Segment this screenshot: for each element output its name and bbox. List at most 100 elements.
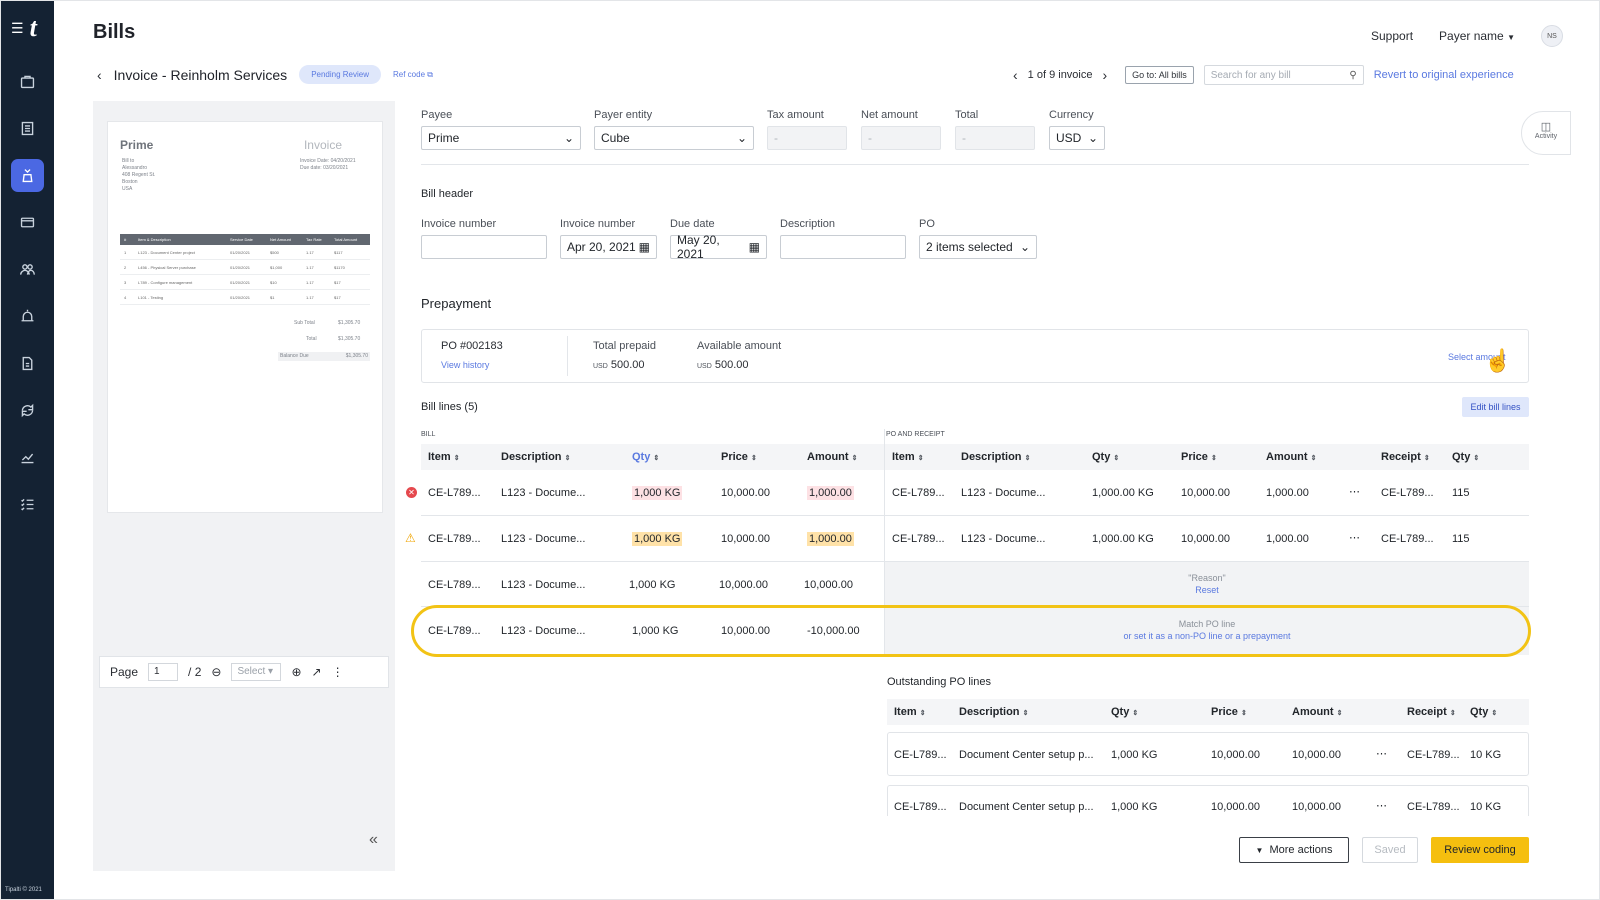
- back-icon[interactable]: ‹: [97, 66, 102, 83]
- col-receipt[interactable]: Receipt ⇕: [1381, 451, 1430, 463]
- total-label: Total: [955, 109, 979, 121]
- payer-dropdown[interactable]: Payer name ▼: [1439, 29, 1515, 43]
- collapse-icon[interactable]: «: [369, 831, 378, 848]
- total-field: -: [955, 126, 1035, 150]
- outstanding-row[interactable]: [887, 732, 1529, 776]
- checklist-icon[interactable]: [11, 488, 44, 521]
- row-qty[interactable]: 1,000 KG: [629, 579, 676, 591]
- reset-link[interactable]: Reset: [1195, 585, 1219, 595]
- alarm-icon[interactable]: [11, 300, 44, 333]
- payee-select[interactable]: Prime ⌄: [421, 126, 581, 150]
- go-to-all-bills-button[interactable]: Go to: All bills: [1125, 66, 1194, 84]
- col-receipt[interactable]: Receipt ⇕: [1407, 706, 1456, 718]
- col-label: Amount: [1266, 451, 1308, 463]
- row-qty[interactable]: 1,000 KG: [632, 625, 679, 637]
- col-price[interactable]: Price ⇕: [721, 451, 757, 463]
- qty-warning: 1,000 KG: [632, 532, 683, 546]
- invoice-nav: ‹ 1 of 9 invoice › Go to: All bills Sear…: [1013, 65, 1514, 85]
- col-receipt-qty[interactable]: Qty ⇕: [1452, 451, 1479, 463]
- po-amount: 1,000.00: [1266, 533, 1309, 545]
- currency-select[interactable]: USD ⌄: [1049, 126, 1105, 150]
- due-date-input[interactable]: May 20, 2021 ▦: [670, 233, 767, 261]
- page-input[interactable]: 1: [148, 663, 179, 681]
- row-more-icon[interactable]: ⋯: [1349, 486, 1360, 498]
- col-item[interactable]: Item ⇕: [428, 451, 460, 463]
- bill-to-line: Alessandro: [122, 165, 148, 171]
- total-prepaid-label: Total prepaid: [593, 340, 656, 352]
- sort-icon: ⇕: [1132, 710, 1139, 717]
- caret-down-icon: ▼: [1507, 33, 1515, 42]
- row-item[interactable]: CE-L789...: [428, 579, 481, 591]
- invoice-date-input[interactable]: Apr 20, 2021 ▦: [560, 235, 657, 259]
- prepayment-title: Prepayment: [421, 296, 492, 311]
- description-input[interactable]: [780, 235, 906, 259]
- col-qty[interactable]: Qty ⇕: [1111, 706, 1138, 718]
- card-icon[interactable]: [11, 206, 44, 239]
- row-more-icon[interactable]: ⋯: [1376, 800, 1387, 812]
- document-icon[interactable]: [11, 112, 44, 145]
- support-link[interactable]: Support: [1371, 29, 1414, 43]
- col-amount[interactable]: Amount ⇕: [807, 451, 857, 463]
- row-price: 10,000.00: [719, 579, 768, 591]
- col-amount[interactable]: Amount ⇕: [1292, 706, 1342, 718]
- due-date-value: May 20, 2021: [677, 233, 720, 261]
- saved-button[interactable]: Saved: [1362, 837, 1418, 863]
- zoom-in-icon[interactable]: ⊕: [291, 665, 302, 679]
- activity-tab[interactable]: ◫ Activity: [1521, 111, 1571, 155]
- zoom-select[interactable]: Select ▾: [231, 663, 282, 681]
- row-description: L123 - Docume...: [501, 579, 586, 591]
- review-coding-button[interactable]: Review coding: [1431, 837, 1529, 863]
- row-item[interactable]: CE-L789...: [428, 533, 481, 545]
- col-qty[interactable]: Qty ⇕: [632, 451, 659, 463]
- col-item[interactable]: Item ⇕: [894, 706, 926, 718]
- menu-icon[interactable]: ☰: [11, 19, 24, 36]
- row-qty[interactable]: 1,000 KG: [632, 532, 683, 546]
- row-more-icon[interactable]: ⋯: [1376, 748, 1387, 760]
- file-icon[interactable]: [11, 347, 44, 380]
- col-po-item[interactable]: Item ⇕: [892, 451, 924, 463]
- invoice-number-input[interactable]: [421, 235, 547, 259]
- row-item[interactable]: CE-L789...: [428, 625, 481, 637]
- po-select[interactable]: 2 items selected ⌄: [919, 235, 1037, 259]
- chart-icon[interactable]: [11, 441, 44, 474]
- row-qty[interactable]: 1,000 KG: [632, 486, 683, 500]
- set-non-po-link[interactable]: or set it as a non-PO line or a prepayme…: [1123, 631, 1291, 641]
- col-po-description[interactable]: Description ⇕: [961, 451, 1030, 463]
- revert-link[interactable]: Revert to original experience: [1373, 69, 1514, 81]
- zoom-out-icon[interactable]: ⊖: [211, 665, 222, 679]
- prev-icon[interactable]: ‹: [1013, 67, 1018, 83]
- row-more-icon[interactable]: ⋯: [1349, 532, 1360, 544]
- more-actions-button[interactable]: ▼ More actions: [1239, 837, 1349, 863]
- view-history-link[interactable]: View history: [441, 360, 490, 370]
- col-po-amount[interactable]: Amount ⇕: [1266, 451, 1316, 463]
- bills-icon[interactable]: [11, 159, 44, 192]
- bag-icon[interactable]: [11, 65, 44, 98]
- users-icon[interactable]: [11, 253, 44, 286]
- external-link-icon[interactable]: ↗: [311, 665, 322, 679]
- more-icon[interactable]: ⋮: [331, 665, 344, 679]
- status-badge: Pending Review: [299, 65, 381, 84]
- col-description[interactable]: Description ⇕: [501, 451, 570, 463]
- highlight-outline: [411, 605, 1531, 657]
- chevron-down-icon: ⌄: [1087, 131, 1098, 145]
- col-label: Qty: [1452, 451, 1471, 463]
- po-qty: 1,000.00 KG: [1092, 487, 1154, 499]
- row-amount: 1,000.00: [807, 486, 854, 500]
- pointer-cursor-icon: ☝: [1484, 348, 1512, 373]
- refresh-icon[interactable]: [11, 394, 44, 427]
- search-input[interactable]: Search for any bill ⚲: [1203, 65, 1364, 85]
- entity-select[interactable]: Cube ⌄: [594, 126, 754, 150]
- edit-bill-lines-button[interactable]: Edit bill lines: [1462, 397, 1529, 417]
- avatar[interactable]: NS: [1541, 25, 1563, 47]
- col-description[interactable]: Description ⇕: [959, 706, 1028, 718]
- next-icon[interactable]: ›: [1102, 67, 1108, 83]
- col-receipt-qty[interactable]: Qty ⇕: [1470, 706, 1497, 718]
- select-amount-link[interactable]: Select amount: [1448, 352, 1506, 362]
- col-po-qty[interactable]: Qty ⇕: [1092, 451, 1119, 463]
- col-po-price[interactable]: Price ⇕: [1181, 451, 1217, 463]
- row-item[interactable]: CE-L789...: [428, 487, 481, 499]
- header-actions: Support Payer name ▼ NS: [1371, 25, 1563, 47]
- outstanding-header: [887, 699, 1529, 725]
- col-price[interactable]: Price ⇕: [1211, 706, 1247, 718]
- ref-code-link[interactable]: Ref code ⧉: [393, 70, 433, 80]
